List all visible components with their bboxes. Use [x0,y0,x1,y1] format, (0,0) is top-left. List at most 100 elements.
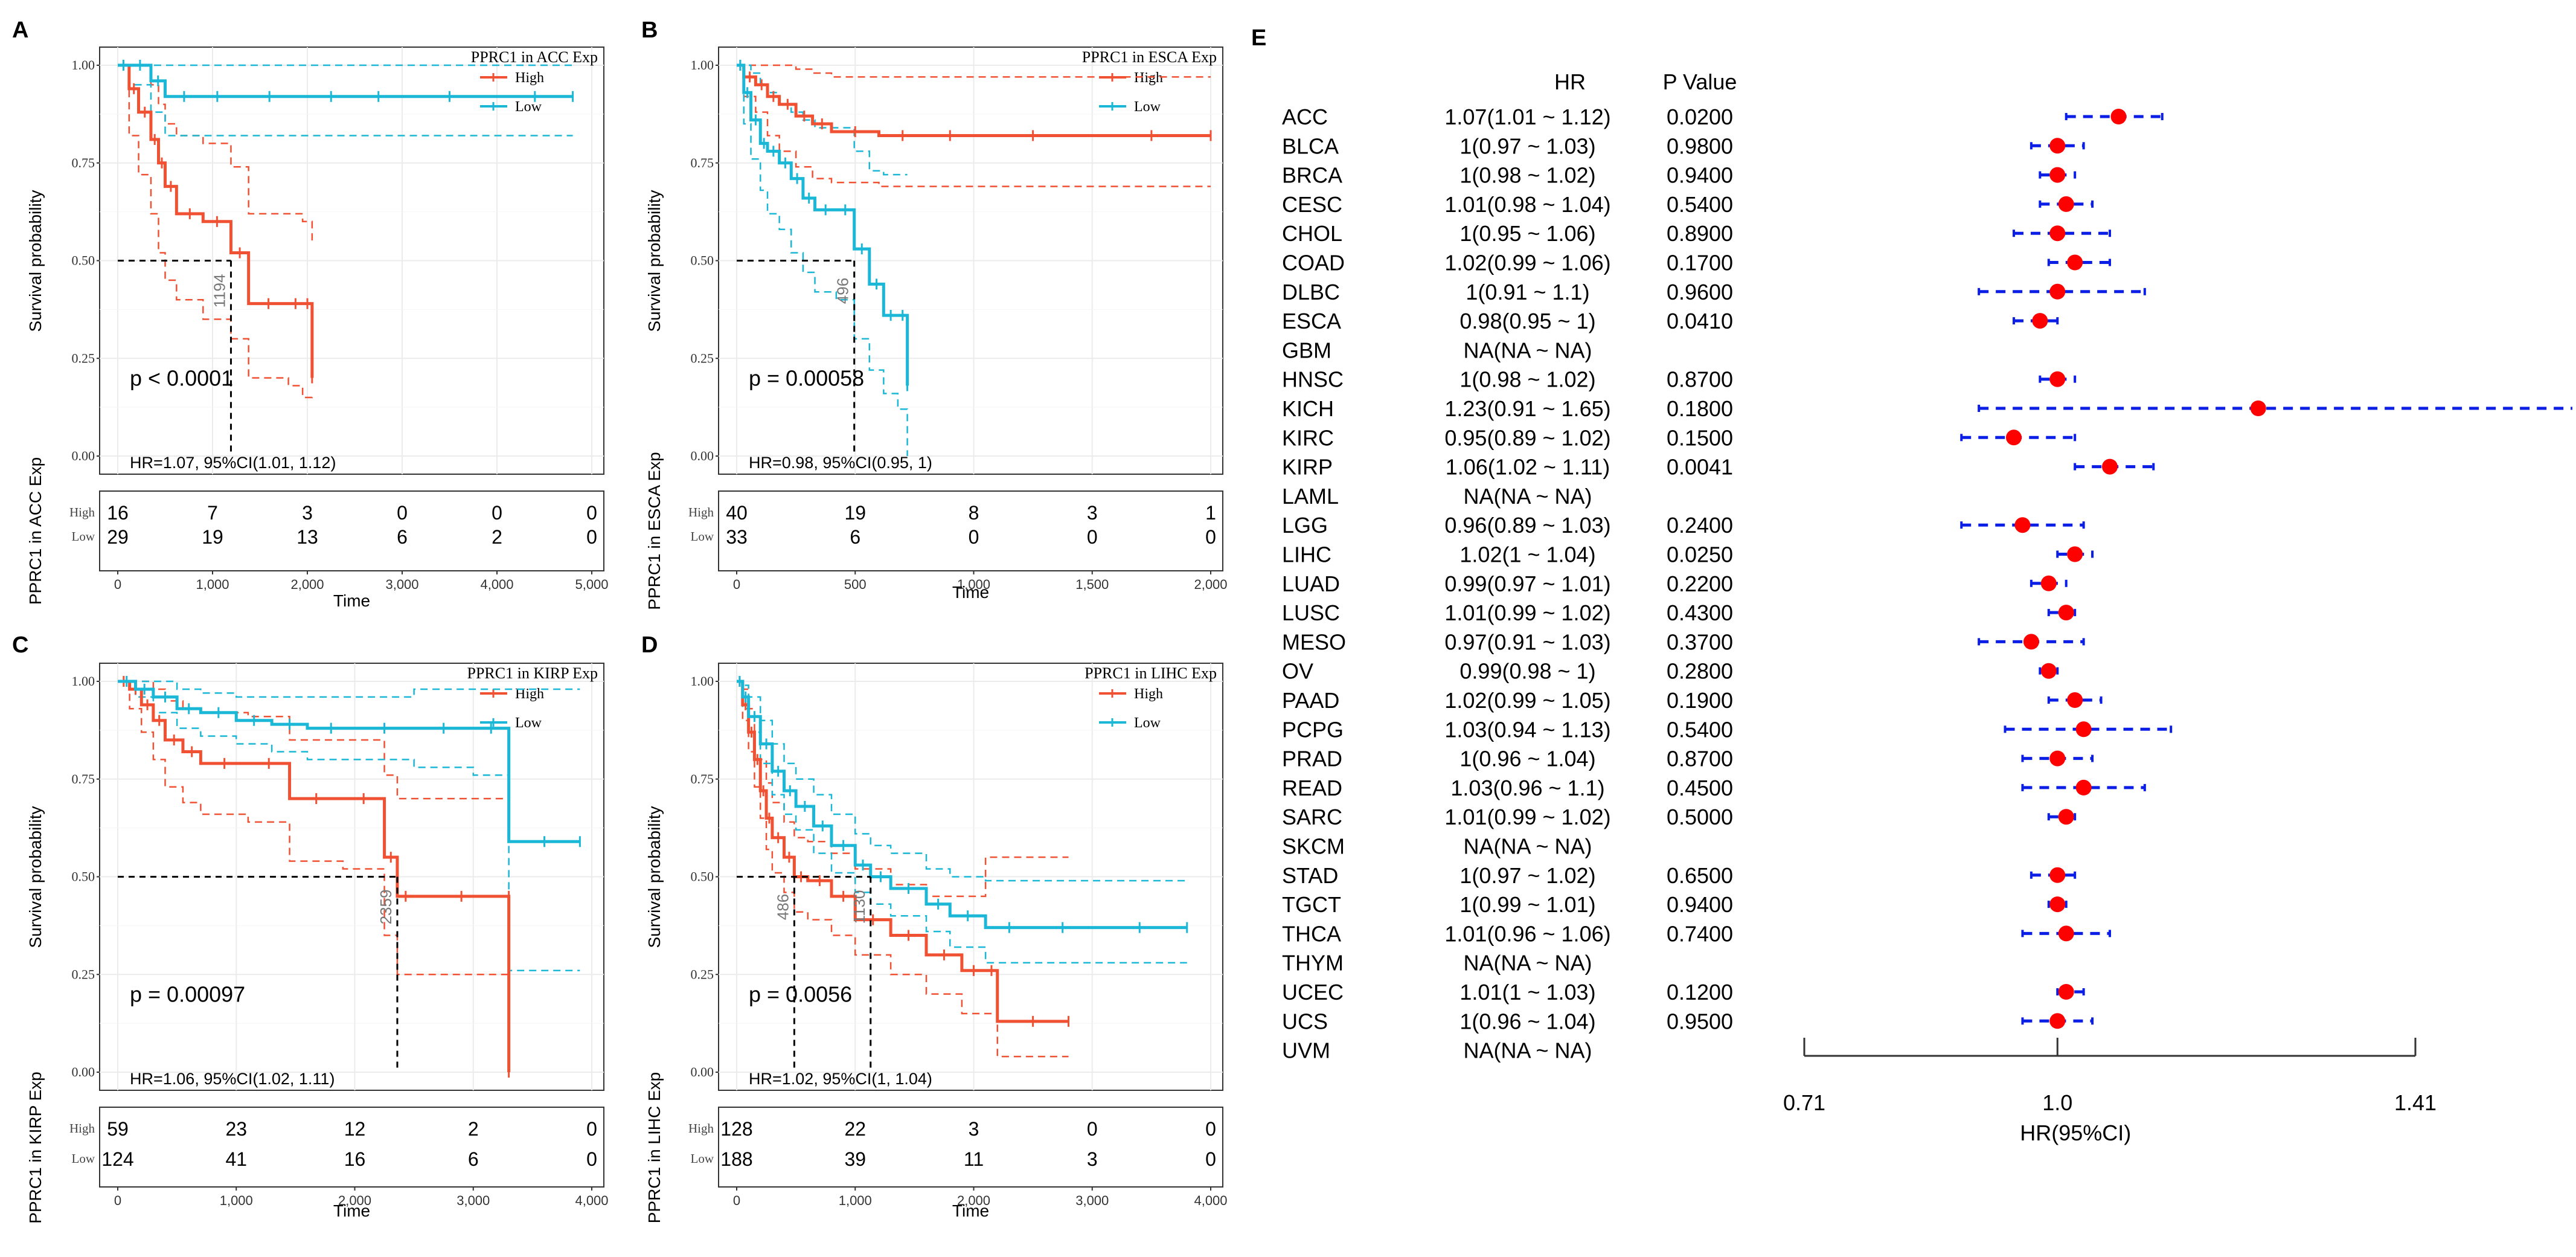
row-p-value: 0.2200 [1667,571,1733,596]
row-hr-text: 0.99(0.97 ~ 1.01) [1444,571,1610,596]
row-p-value: 0.9600 [1667,280,1733,304]
forest-row: UCS 1(0.96 ~ 1.04) 0.9500 [1282,1009,2094,1034]
risk-count: 0 [1205,1148,1216,1170]
hr-point [2040,663,2057,679]
ytick-label: 1.00 [691,674,714,689]
xtick-label: 5,000 [575,577,608,592]
ytick-label: 0.75 [691,771,714,786]
legend-label-high: High [1134,686,1163,702]
row-cancer-name: STAD [1282,863,1338,888]
risk-count: 0 [397,502,408,524]
risk-table-ylabel: PPRC1 in LIHC Exp [645,1072,664,1224]
row-cancer-name: LAML [1282,484,1339,509]
row-cancer-name: PRAD [1282,747,1342,771]
risk-group-label-high: High [69,1121,95,1136]
col-header-hr: HR [1554,69,1586,94]
legend-label-high: High [1134,70,1163,86]
plot-title: PPRC1 in ESCA Exp [1082,48,1217,66]
panel-letter: E [1251,25,1266,51]
row-hr-text: 1.03(0.94 ~ 1.13) [1444,717,1610,742]
km-panel-b: B 0.00 0.25 0.50 0.75 1.00 Survival probabilit… [641,18,1228,610]
row-p-value: 0.2800 [1667,659,1733,684]
p-value: p < 0.0001 [130,366,233,391]
survival-curve-low [118,63,573,98]
legend-label-low: Low [1134,715,1161,731]
forest-x-axis-label: HR(95%CI) [2020,1120,2131,1145]
forest-row: PRAD 1(0.96 ~ 1.04) 0.8700 [1282,747,2094,771]
risk-count: 7 [207,502,218,524]
hr-point [2040,575,2057,591]
row-p-value: 0.2400 [1667,513,1733,538]
survival-curve-high [737,63,1211,137]
forest-row: BLCA 1(0.97 ~ 1.03) 0.9800 [1282,133,2085,158]
hr-point [2110,109,2127,124]
row-p-value: 0.9800 [1667,133,1733,158]
risk-count: 124 [101,1148,133,1170]
median-label: 486 [774,894,792,920]
forest-row: UVM NA(NA ~ NA) [1282,1038,1592,1063]
panel-letter: B [641,18,658,43]
plot-title: PPRC1 in LIHC Exp [1085,664,1217,682]
row-cancer-name: DLBC [1282,280,1340,304]
row-cancer-name: CHOL [1282,221,1342,246]
row-hr-text: NA(NA ~ NA) [1463,834,1592,859]
risk-count: 33 [726,526,748,548]
row-cancer-name: OV [1282,659,1313,684]
risk-count: 19 [844,502,866,524]
ytick-label: 1.00 [72,674,95,689]
hr-point [2075,721,2092,738]
risk-count: 0 [969,526,979,548]
risk-count: 0 [586,1148,597,1170]
hr-point [2058,605,2074,621]
legend-label-low: Low [1134,99,1161,115]
survival-curve-high [118,63,314,378]
row-hr-text: 1.02(0.99 ~ 1.06) [1444,251,1610,275]
plot-title: PPRC1 in KIRP Exp [467,664,598,682]
risk-count: 39 [844,1148,866,1170]
ytick-label: 0.50 [691,869,714,884]
panel-letter: D [641,632,658,658]
forest-row: PCPG 1.03(0.94 ~ 1.13) 0.5400 [1282,717,2173,742]
km-panel-a: A 0.00 0.25 0.50 0.75 1.00 Survival probabilit… [12,18,609,610]
risk-count: 0 [1087,1118,1098,1140]
hr-point [2049,283,2066,300]
forest-row: LUSC 1.01(0.99 ~ 1.02) 0.4300 [1282,600,2077,625]
risk-table-frame [99,1107,604,1188]
hr-point [2058,196,2074,212]
row-hr-text: 1(0.97 ~ 1.02) [1459,863,1595,888]
row-p-value: 0.0250 [1667,542,1733,567]
forest-row: STAD 1(0.97 ~ 1.02) 0.6500 [1282,863,2077,888]
risk-count: 128 [720,1118,752,1140]
risk-count: 16 [344,1148,366,1170]
ytick-label: 0.75 [72,155,95,170]
xtick-label: 1,000 [839,1193,872,1208]
forest-row: SARC 1.01(0.99 ~ 1.02) 0.5000 [1282,805,2077,829]
hr-point [2049,1013,2066,1029]
risk-count: 40 [726,502,748,524]
xtick-label: 500 [844,577,867,592]
row-hr-text: 0.95(0.89 ~ 1.02) [1444,425,1610,450]
row-cancer-name: THCA [1282,921,1341,946]
row-p-value: 0.1200 [1667,980,1733,1005]
median-label: 2359 [377,890,395,925]
row-p-value: 0.7400 [1667,921,1733,946]
risk-count: 12 [344,1118,366,1140]
xtick-label: 1,500 [1075,577,1109,592]
xtick-label: 3,000 [457,1193,490,1208]
row-p-value: 0.8900 [1667,221,1733,246]
forest-row: DLBC 1(0.91 ~ 1.1) 0.9600 [1282,280,2146,304]
row-hr-text: NA(NA ~ NA) [1463,484,1592,509]
ytick-label: 0.25 [72,350,95,365]
forest-row: LAML NA(NA ~ NA) [1282,484,1592,509]
xtick-label: 3,000 [1075,1193,1109,1208]
xtick-label: 0 [733,1193,740,1208]
median-label: 1130 [850,890,868,924]
risk-count: 3 [1087,502,1098,524]
x-axis-label: Time [333,1201,370,1220]
row-p-value: 0.3700 [1667,629,1733,654]
ci-lower-high [118,680,510,1072]
hr-point [2014,517,2031,533]
ci-lower-high [737,64,1211,187]
y-axis-label: Survival probability [645,190,664,332]
